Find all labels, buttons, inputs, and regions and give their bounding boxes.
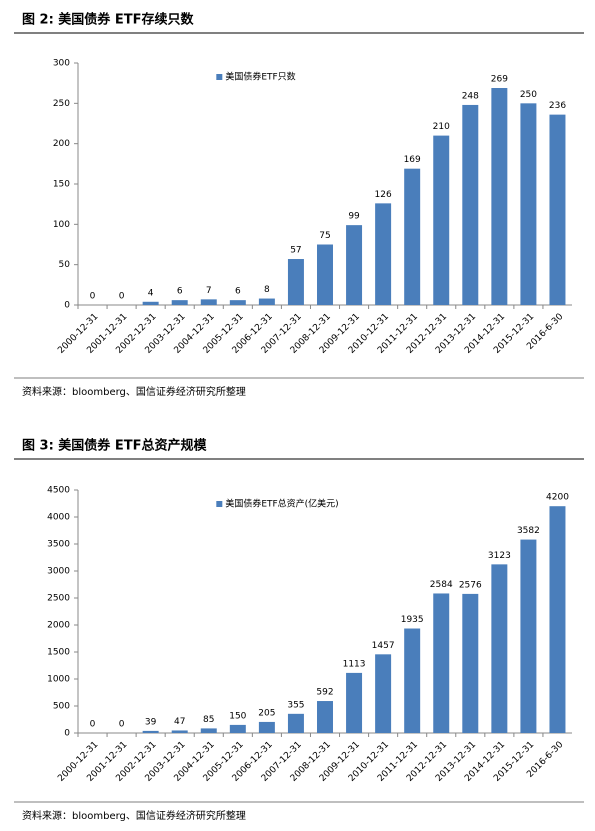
bar	[433, 135, 450, 305]
bar	[346, 225, 363, 305]
y-tick-label: 2000	[47, 621, 70, 631]
value-label: 2584	[430, 580, 453, 590]
bar	[171, 730, 188, 733]
bar	[491, 564, 508, 733]
bar	[258, 721, 275, 733]
bar	[142, 301, 159, 305]
value-label: 210	[433, 122, 450, 132]
bar	[520, 539, 537, 733]
value-label: 75	[319, 231, 330, 241]
value-label: 3582	[517, 526, 540, 536]
bar	[200, 299, 217, 305]
value-label: 1935	[401, 615, 424, 625]
bar	[404, 168, 421, 305]
bar	[375, 203, 392, 305]
value-label: 1457	[372, 641, 395, 651]
figure-title: 图 3: 美国债券 ETF总资产规模	[22, 438, 207, 454]
value-label: 4	[148, 288, 154, 298]
y-tick-label: 3500	[47, 540, 70, 550]
value-label: 99	[348, 212, 360, 222]
bar	[549, 114, 566, 305]
value-label: 47	[174, 717, 185, 727]
y-tick-label: 4000	[47, 513, 70, 523]
value-label: 0	[90, 720, 96, 730]
bar	[317, 244, 333, 305]
value-label: 269	[491, 75, 508, 85]
value-label: 592	[316, 688, 333, 698]
bar	[317, 701, 333, 733]
legend-label: 美国债券ETF只数	[225, 71, 295, 83]
source-note: 资料来源：bloomberg、国信证券经济研究所整理	[22, 385, 246, 398]
value-label: 250	[520, 90, 537, 100]
value-label: 4200	[546, 493, 569, 503]
bar	[433, 593, 450, 733]
y-tick-label: 300	[53, 59, 70, 69]
value-label: 57	[290, 246, 301, 256]
y-tick-label: 250	[53, 99, 70, 109]
y-tick-label: 1000	[47, 675, 70, 685]
y-tick-label: 500	[53, 702, 70, 712]
bar	[462, 593, 479, 733]
value-label: 236	[549, 101, 566, 111]
value-label: 7	[206, 286, 212, 296]
bar	[346, 672, 363, 733]
legend-swatch	[216, 501, 223, 507]
y-tick-label: 0	[64, 301, 70, 311]
y-tick-label: 0	[64, 729, 70, 739]
value-label: 6	[235, 287, 241, 297]
value-label: 85	[203, 715, 214, 725]
bar	[229, 724, 246, 733]
bar	[200, 728, 217, 733]
value-label: 3123	[488, 551, 511, 561]
figure-title: 图 2: 美国债券 ETF存续只数	[22, 12, 194, 28]
value-label: 248	[462, 91, 479, 101]
value-label: 169	[404, 155, 421, 165]
value-label: 0	[119, 720, 125, 730]
value-label: 150	[229, 711, 246, 721]
value-label: 39	[145, 717, 157, 727]
bar	[142, 730, 159, 733]
bar	[491, 88, 508, 305]
value-label: 126	[375, 190, 392, 200]
bar	[287, 259, 304, 305]
bar	[229, 300, 246, 305]
y-tick-label: 100	[53, 220, 70, 230]
y-tick-label: 3000	[47, 567, 70, 577]
bar	[462, 104, 479, 306]
value-label: 8	[264, 285, 270, 295]
value-label: 2576	[459, 580, 482, 590]
bar	[404, 628, 421, 733]
bar	[520, 103, 537, 305]
bar	[549, 506, 566, 733]
source-note: 资料来源：bloomberg、国信证券经济研究所整理	[22, 809, 246, 822]
value-label: 355	[287, 700, 304, 710]
bar	[287, 713, 304, 733]
bar	[258, 298, 275, 305]
y-tick-label: 4500	[47, 486, 70, 496]
y-tick-label: 150	[53, 180, 70, 190]
y-tick-label: 2500	[47, 594, 70, 604]
y-tick-label: 1500	[47, 648, 70, 658]
value-label: 0	[119, 292, 125, 302]
bar	[171, 300, 188, 305]
value-label: 6	[177, 287, 183, 297]
y-tick-label: 50	[59, 260, 71, 270]
y-tick-label: 200	[53, 139, 70, 149]
bar	[375, 654, 392, 733]
legend-swatch	[216, 74, 223, 80]
value-label: 205	[258, 708, 275, 718]
value-label: 1113	[343, 659, 366, 669]
legend-label: 美国债券ETF总资产(亿美元)	[225, 498, 338, 510]
value-label: 0	[90, 292, 96, 302]
